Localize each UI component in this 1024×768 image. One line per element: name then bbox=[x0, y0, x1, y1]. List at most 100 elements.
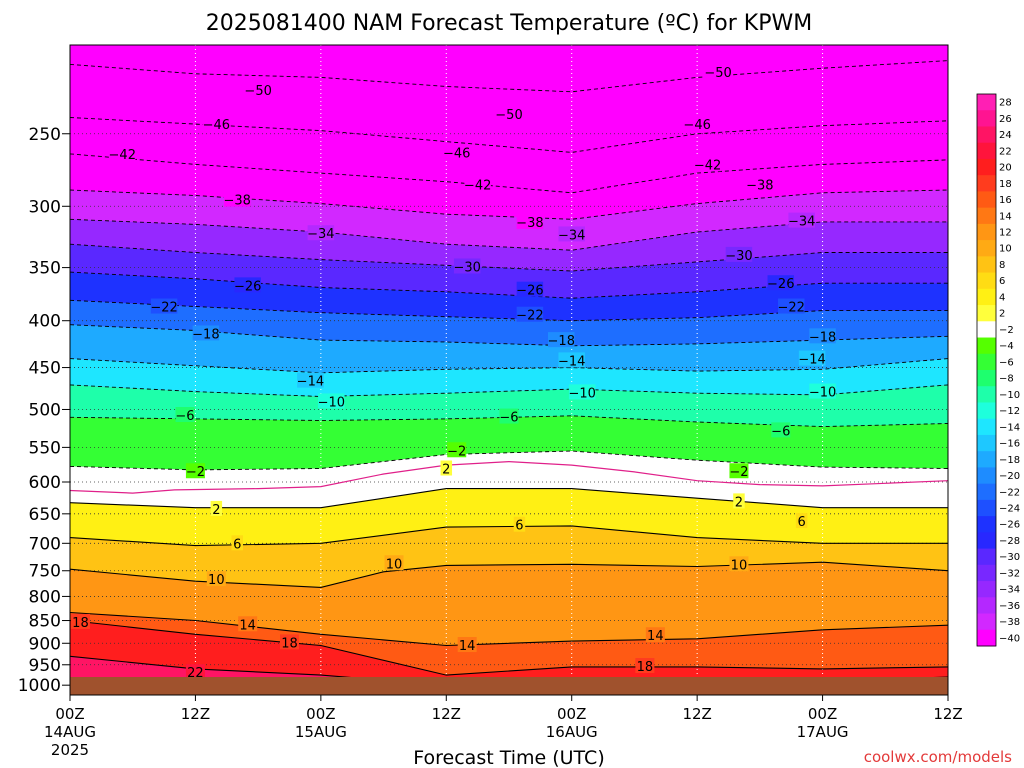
colorbar-swatch bbox=[977, 467, 996, 485]
colorbar-label: 28 bbox=[999, 98, 1012, 109]
colorbar-swatch bbox=[977, 126, 996, 144]
x-axis-label: Forecast Time (UTC) bbox=[413, 747, 604, 768]
plot-border bbox=[69, 44, 949, 696]
colorbar-swatch bbox=[977, 499, 996, 517]
isotherm-label-bg bbox=[244, 82, 272, 98]
x-tick-label: 00Z bbox=[808, 705, 837, 723]
colorbar-swatch bbox=[977, 305, 996, 322]
fill-band bbox=[70, 488, 948, 546]
colorbar-swatch bbox=[977, 321, 996, 339]
colorbar-swatch bbox=[977, 418, 996, 436]
y-tick-label: 250 bbox=[29, 125, 61, 145]
isotherm-labels: −50 −50 −50 −46 −46 −46 −42 −42 −42 −38 −38 −38 −34 −… bbox=[70, 63, 836, 681]
gridlines bbox=[70, 45, 948, 695]
isotherm-label: −50 bbox=[495, 108, 522, 123]
isotherm-label: −14 bbox=[297, 375, 324, 390]
y-tick-label: 750 bbox=[29, 562, 61, 582]
isotherm-label-bg bbox=[447, 442, 467, 458]
isotherm-label: −50 bbox=[704, 66, 731, 81]
isotherm-label: −38 bbox=[746, 178, 773, 193]
isotherm-label: −14 bbox=[558, 354, 585, 369]
y-tick-label: 400 bbox=[29, 312, 61, 332]
isotherm-label-bg bbox=[516, 213, 544, 229]
isotherm-label-bg bbox=[771, 422, 791, 438]
colorbar-label: 4 bbox=[999, 292, 1005, 303]
isotherm-label: −34 bbox=[558, 228, 585, 243]
isotherm-label-bg bbox=[318, 393, 345, 409]
colorbar-label: −4 bbox=[999, 341, 1014, 352]
colorbar-label: −38 bbox=[999, 617, 1020, 628]
isotherm-label: −6 bbox=[499, 411, 518, 426]
colorbar-swatch bbox=[977, 581, 996, 598]
isotherm-label: −42 bbox=[694, 158, 721, 173]
isotherm-label-bg bbox=[777, 298, 805, 314]
isotherm-label: 14 bbox=[647, 629, 664, 644]
isotherm-label-bg bbox=[280, 634, 299, 650]
colorbar-swatch bbox=[977, 483, 996, 501]
isotherm-label: −10 bbox=[568, 386, 595, 401]
isotherm-label: −26 bbox=[234, 279, 261, 294]
colorbar-label: −32 bbox=[999, 568, 1020, 579]
isotherm-label-bg bbox=[223, 191, 251, 207]
y-tick-label: 700 bbox=[29, 534, 61, 554]
isotherm-label: −2 bbox=[447, 444, 466, 459]
fill-band bbox=[70, 324, 948, 373]
isotherm-label-bg bbox=[635, 658, 655, 674]
colorbar-swatch bbox=[977, 175, 996, 192]
colorbar-label: 26 bbox=[999, 114, 1012, 125]
colorbar-label: −18 bbox=[999, 455, 1020, 466]
isotherm-label-bg bbox=[558, 226, 585, 242]
colorbar-label: −26 bbox=[999, 520, 1020, 531]
colorbar: 28 26 24 22 20 18 16 14 12 10 8 6 4 2 −2 −4 −6 −8 −10 −12 −1… bbox=[976, 93, 1020, 647]
colorbar-swatch bbox=[977, 110, 996, 127]
colorbar-swatch bbox=[977, 337, 996, 355]
isotherm-label-bg bbox=[70, 613, 90, 629]
colorbar-label: 22 bbox=[999, 146, 1012, 157]
isotherm-label-bg bbox=[704, 63, 732, 79]
colorbar-label: −40 bbox=[999, 633, 1020, 644]
chart-title: 2025081400 NAM Forecast Temperature (ºC)… bbox=[206, 11, 812, 36]
colorbar-swatch bbox=[977, 353, 996, 371]
y-tick-label: 850 bbox=[29, 612, 61, 632]
isotherm-label-bg bbox=[729, 556, 749, 572]
y-tick-label: 550 bbox=[29, 438, 61, 458]
colorbar-label: 20 bbox=[999, 163, 1012, 174]
isotherm-label-bg bbox=[809, 328, 836, 344]
colorbar-label: 2 bbox=[999, 309, 1005, 320]
colorbar-label: 12 bbox=[999, 228, 1012, 239]
fill-band bbox=[70, 300, 948, 346]
isotherm-label: −18 bbox=[548, 334, 575, 349]
colorbar-swatch bbox=[977, 158, 996, 176]
colorbar-swatch bbox=[977, 451, 996, 468]
colorbar-swatch bbox=[977, 288, 996, 306]
colorbar-label: 18 bbox=[999, 179, 1012, 190]
isotherm-label-bg bbox=[568, 384, 596, 400]
colorbar-label: 6 bbox=[999, 276, 1005, 287]
isotherm-label: −10 bbox=[809, 386, 836, 401]
fill-band bbox=[70, 620, 948, 688]
isotherm-label-bg bbox=[795, 513, 808, 529]
ground-strip bbox=[70, 677, 948, 695]
colorbar-label: 16 bbox=[999, 195, 1012, 206]
isotherm-label-bg bbox=[453, 258, 481, 274]
y-tick-label: 300 bbox=[29, 197, 61, 217]
colorbar-swatch bbox=[977, 532, 996, 550]
fill-band bbox=[70, 562, 948, 646]
isotherm-label: −14 bbox=[798, 353, 825, 368]
isotherm-label: −38 bbox=[224, 194, 251, 209]
colorbar-swatch bbox=[977, 223, 996, 241]
isotherm-label-bg bbox=[443, 144, 470, 160]
freezing-line bbox=[70, 460, 948, 494]
colorbar-label: −10 bbox=[999, 390, 1020, 401]
isotherm-label: 18 bbox=[72, 616, 89, 631]
isotherm-line bbox=[70, 611, 948, 647]
isotherm-label: −50 bbox=[244, 84, 271, 99]
isotherm-label-bg bbox=[150, 298, 178, 314]
x-tick-date: 16AUG bbox=[546, 723, 598, 741]
isotherm-label-bg bbox=[746, 176, 774, 192]
y-tick-label: 350 bbox=[29, 259, 61, 279]
isotherm-label: −38 bbox=[516, 216, 543, 231]
fill-band bbox=[70, 451, 948, 508]
isotherm-line bbox=[70, 619, 948, 676]
